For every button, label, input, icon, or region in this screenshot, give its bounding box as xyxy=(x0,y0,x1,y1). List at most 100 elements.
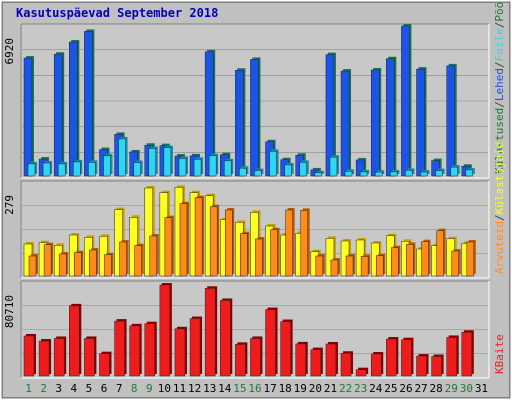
kbytes-bar xyxy=(310,347,323,377)
files-bar-face xyxy=(465,169,474,177)
x-tick-label: 31 xyxy=(475,382,488,395)
middle-axis-max-label: 279 xyxy=(3,195,16,215)
bytes-bar xyxy=(360,254,371,277)
x-tick-label: 30 xyxy=(460,382,473,395)
visits-bar-face xyxy=(69,41,78,177)
bytes-bar xyxy=(406,242,416,277)
kbytes-bar xyxy=(159,283,172,377)
files-bar-face xyxy=(42,162,51,177)
x-tick-label: 3 xyxy=(55,382,62,395)
kbytes-bar xyxy=(189,316,203,377)
kbytes-bar-face xyxy=(144,323,156,377)
bytes-bar xyxy=(240,231,250,277)
x-tick-label: 6 xyxy=(101,382,108,395)
bytes-bar-face xyxy=(58,253,67,277)
visits-bar xyxy=(84,29,95,177)
bytes-bar xyxy=(436,228,446,277)
files-bar xyxy=(284,162,294,177)
visits-bar-face xyxy=(53,53,63,177)
files-bar-face xyxy=(133,162,141,177)
files-bar xyxy=(299,160,309,177)
files-bar xyxy=(344,169,355,177)
files-bar-face xyxy=(148,148,157,177)
legend-item: / xyxy=(493,22,506,29)
files-bar-face xyxy=(118,138,126,177)
files-bar-face xyxy=(178,158,187,177)
bytes-bar xyxy=(179,201,189,277)
bytes-bar-face xyxy=(406,244,414,277)
kbytes-bar-face xyxy=(431,356,442,377)
files-bar xyxy=(163,145,173,177)
bytes-bar-face xyxy=(270,229,278,277)
visits-bar xyxy=(250,57,261,177)
visits-bar xyxy=(69,40,80,177)
bytes-bar-face xyxy=(451,250,459,277)
bytes-bar xyxy=(43,242,54,277)
x-tick-label: 27 xyxy=(414,382,427,395)
files-bar-face xyxy=(224,160,232,177)
kbytes-bar xyxy=(235,342,248,377)
visits-bar-face xyxy=(370,69,380,177)
files-bar-face xyxy=(254,170,262,177)
bytes-bar xyxy=(104,252,114,277)
files-bar-face xyxy=(88,162,96,177)
kbytes-bar-face xyxy=(386,338,397,377)
bytes-bar-face xyxy=(43,244,52,277)
files-bar xyxy=(314,170,324,177)
kbytes-bar xyxy=(250,336,263,377)
kbytes-bar-face xyxy=(129,325,140,377)
kbytes-bar-face xyxy=(416,355,427,377)
kbytes-bar xyxy=(401,337,414,377)
files-bar-face xyxy=(73,161,81,177)
kbytes-bar-face xyxy=(295,343,306,377)
bytes-bar-face xyxy=(315,255,324,277)
kbytes-bar xyxy=(461,330,474,377)
kbytes-bar-face xyxy=(159,284,171,377)
kbytes-bar-face xyxy=(446,337,457,377)
kbytes-bar-face xyxy=(174,328,186,377)
kbytes-bar-face xyxy=(84,338,95,377)
files-bar xyxy=(405,168,415,177)
files-bar xyxy=(208,153,219,177)
kbytes-bar xyxy=(386,337,399,377)
files-bar xyxy=(450,165,460,177)
files-bar-shade xyxy=(316,170,324,174)
bytes-bar xyxy=(345,254,356,277)
legend-item: / xyxy=(493,101,506,108)
bytes-bar xyxy=(119,240,129,277)
bytes-bar-face xyxy=(74,252,82,277)
kbytes-bar-face xyxy=(325,343,337,377)
legend-item: Arvuteid xyxy=(493,221,506,274)
kbytes-bar-face xyxy=(114,320,125,377)
files-bar-face xyxy=(450,166,458,177)
kbytes-bar xyxy=(295,341,308,377)
files-bar xyxy=(269,149,279,177)
kbytes-bar xyxy=(431,354,444,377)
files-bar xyxy=(148,146,158,177)
files-bar xyxy=(193,157,204,177)
bytes-bar xyxy=(375,253,386,277)
kbytes-bar-face xyxy=(69,305,80,377)
kbytes-bar-face xyxy=(340,352,352,377)
kbytes-bar-face xyxy=(280,321,291,377)
kbytes-bar xyxy=(204,286,218,377)
bytes-bar-face xyxy=(255,238,263,277)
x-tick-label: 4 xyxy=(71,382,78,395)
x-tick-label: 10 xyxy=(158,382,171,395)
x-tick-label: 12 xyxy=(188,382,201,395)
bytes-bar-face xyxy=(391,247,399,277)
visits-bar-face xyxy=(401,25,410,177)
bytes-bar xyxy=(421,239,431,277)
files-bar xyxy=(103,153,113,177)
bottom-axis-max-label: 80710 xyxy=(3,295,16,328)
bytes-bar-face xyxy=(330,259,339,277)
bytes-bar-face xyxy=(179,203,188,277)
files-bar xyxy=(329,155,339,177)
files-bar-face xyxy=(208,155,217,177)
bytes-bar-face xyxy=(375,255,384,277)
files-bar xyxy=(374,170,385,177)
bytes-bar-face xyxy=(119,241,127,277)
kbytes-bar xyxy=(280,319,293,377)
bytes-bar xyxy=(74,250,84,277)
